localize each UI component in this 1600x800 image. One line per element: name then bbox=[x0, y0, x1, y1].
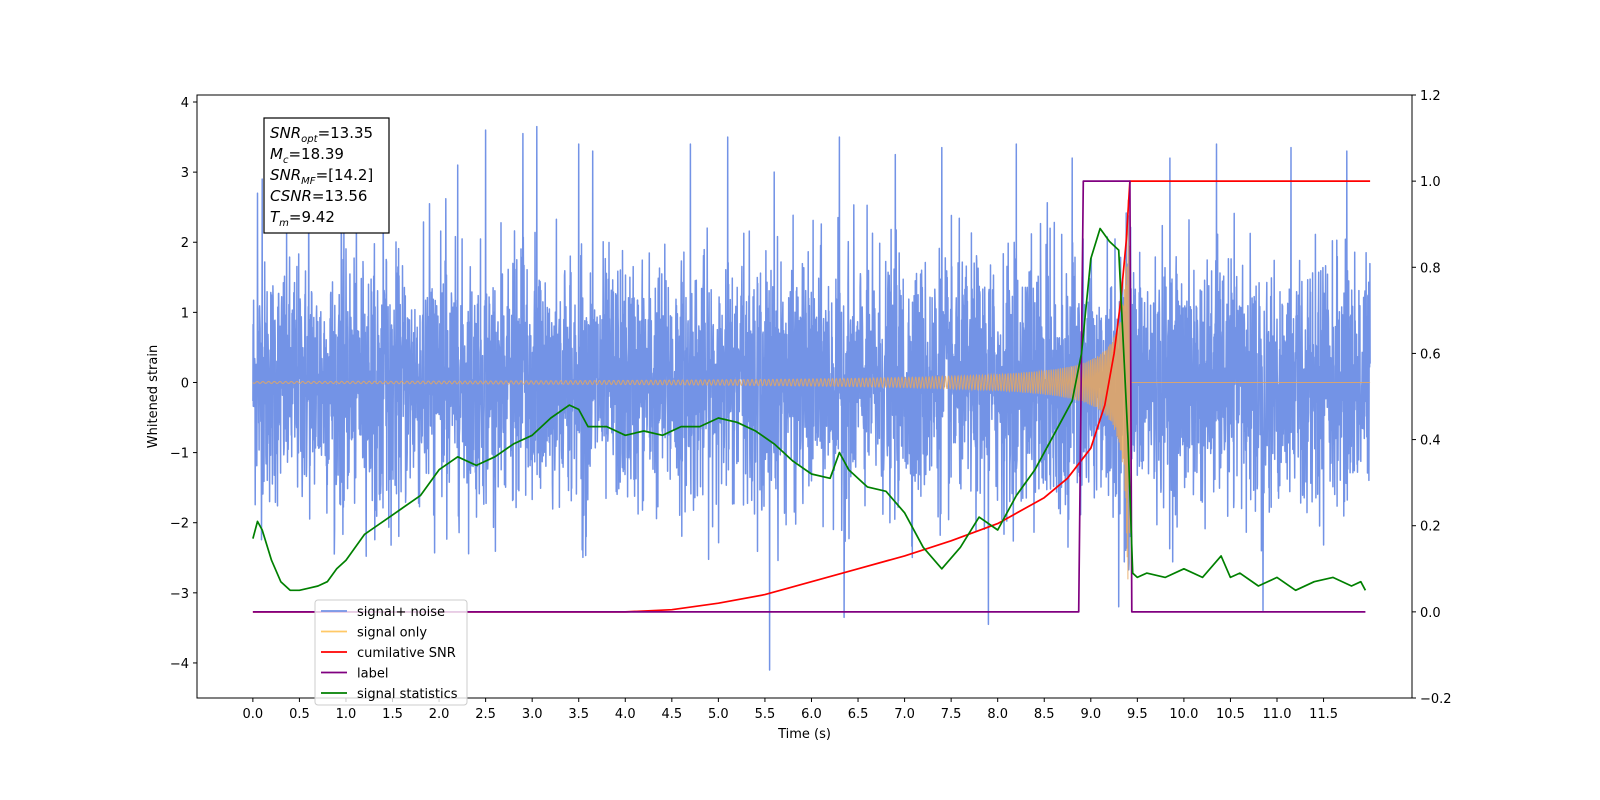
x-tick-label: 8.5 bbox=[1034, 707, 1055, 722]
x-tick-label: 3.5 bbox=[568, 707, 589, 722]
annotation-box: SNRopt=13.35Mc=18.39SNRMF=[14.2]CSNR=13.… bbox=[263, 117, 390, 234]
x-tick-label: 4.5 bbox=[661, 707, 682, 722]
y-axis-right: 1.2 1.0 0.8 0.6 0.4 0.2 0.0 −0.2 bbox=[1412, 89, 1452, 707]
y-tick-label: 4 bbox=[181, 96, 189, 111]
x-tick-label: 7.0 bbox=[894, 707, 915, 722]
x-tick-label: 5.5 bbox=[755, 707, 776, 722]
y-tick-label: −3 bbox=[170, 587, 189, 602]
annotation-line: Mc=18.39 bbox=[270, 145, 344, 166]
x-tick-label: 11.5 bbox=[1309, 707, 1338, 722]
y-right-tick-label: 0.4 bbox=[1420, 434, 1441, 449]
x-tick-label: 0.5 bbox=[289, 707, 310, 722]
series-label bbox=[252, 180, 1366, 613]
y-tick-label: 3 bbox=[181, 166, 189, 181]
legend-entry: cumilative SNR bbox=[357, 646, 456, 661]
y-right-tick-label: 0.0 bbox=[1420, 606, 1441, 621]
y-right-tick-label: 1.0 bbox=[1420, 175, 1441, 190]
annotation-frame bbox=[263, 117, 390, 234]
legend-entry: signal statistics bbox=[357, 687, 458, 702]
x-tick-label: 4.0 bbox=[615, 707, 636, 722]
y-axis-label: Whitened strain bbox=[146, 345, 161, 448]
x-tick-label: 10.0 bbox=[1169, 707, 1198, 722]
series-signal-noise bbox=[252, 125, 1371, 671]
legend: signal+ noise signal only cumilative SNR la… bbox=[314, 599, 468, 706]
x-tick-label: 3.0 bbox=[522, 707, 543, 722]
y-tick-label: 0 bbox=[181, 376, 189, 391]
y-tick-label: 2 bbox=[181, 236, 189, 251]
x-tick-label: 2.0 bbox=[429, 707, 450, 722]
x-tick-label: 9.0 bbox=[1080, 707, 1101, 722]
legend-entry: signal only bbox=[357, 626, 427, 641]
y-right-tick-label: −0.2 bbox=[1420, 692, 1452, 707]
y-right-tick-label: 0.6 bbox=[1420, 347, 1441, 362]
y-tick-label: 1 bbox=[181, 306, 189, 321]
y-right-tick-label: 1.2 bbox=[1420, 89, 1441, 104]
annotation-line: SNRMF=[14.2] bbox=[270, 166, 373, 187]
x-tick-label: 9.5 bbox=[1127, 707, 1148, 722]
x-tick-label: 8.0 bbox=[987, 707, 1008, 722]
x-tick-label: 5.0 bbox=[708, 707, 729, 722]
axes-frame bbox=[196, 94, 1413, 699]
x-tick-label: 1.5 bbox=[382, 707, 403, 722]
plot-area bbox=[252, 125, 1371, 671]
legend-entry: signal+ noise bbox=[357, 605, 445, 620]
y-right-tick-label: 0.8 bbox=[1420, 261, 1441, 276]
y-axis-left: 4 3 2 1 0 −1 −2 −3 −4 bbox=[170, 96, 197, 672]
y-tick-label: −1 bbox=[170, 447, 189, 462]
x-axis: 0.0 0.5 1.0 1.5 2.0 2.5 3.0 3.5 4.0 4.5 5.0 5.5 6.0 6… bbox=[243, 698, 1338, 722]
y-right-tick-label: 0.2 bbox=[1420, 520, 1441, 535]
x-tick-label: 0.0 bbox=[243, 707, 264, 722]
x-tick-label: 6.0 bbox=[801, 707, 822, 722]
x-tick-label: 7.5 bbox=[941, 707, 962, 722]
y-tick-label: −4 bbox=[170, 657, 189, 672]
legend-entry: label bbox=[357, 667, 388, 682]
y-tick-label: −2 bbox=[170, 517, 189, 532]
x-tick-label: 10.5 bbox=[1216, 707, 1245, 722]
x-axis-label: Time (s) bbox=[777, 727, 831, 742]
x-tick-label: 2.5 bbox=[475, 707, 496, 722]
x-tick-label: 1.0 bbox=[336, 707, 357, 722]
annotation-line: Tm=9.42 bbox=[270, 208, 335, 229]
annotation-line: CSNR=13.56 bbox=[270, 187, 367, 205]
series-signal-only bbox=[252, 199, 1371, 580]
series-signal-statistics bbox=[252, 227, 1367, 592]
x-tick-label: 11.0 bbox=[1263, 707, 1292, 722]
x-tick-label: 6.5 bbox=[848, 707, 869, 722]
annotation-line: SNRopt=13.35 bbox=[270, 124, 373, 145]
legend-frame bbox=[314, 599, 468, 706]
